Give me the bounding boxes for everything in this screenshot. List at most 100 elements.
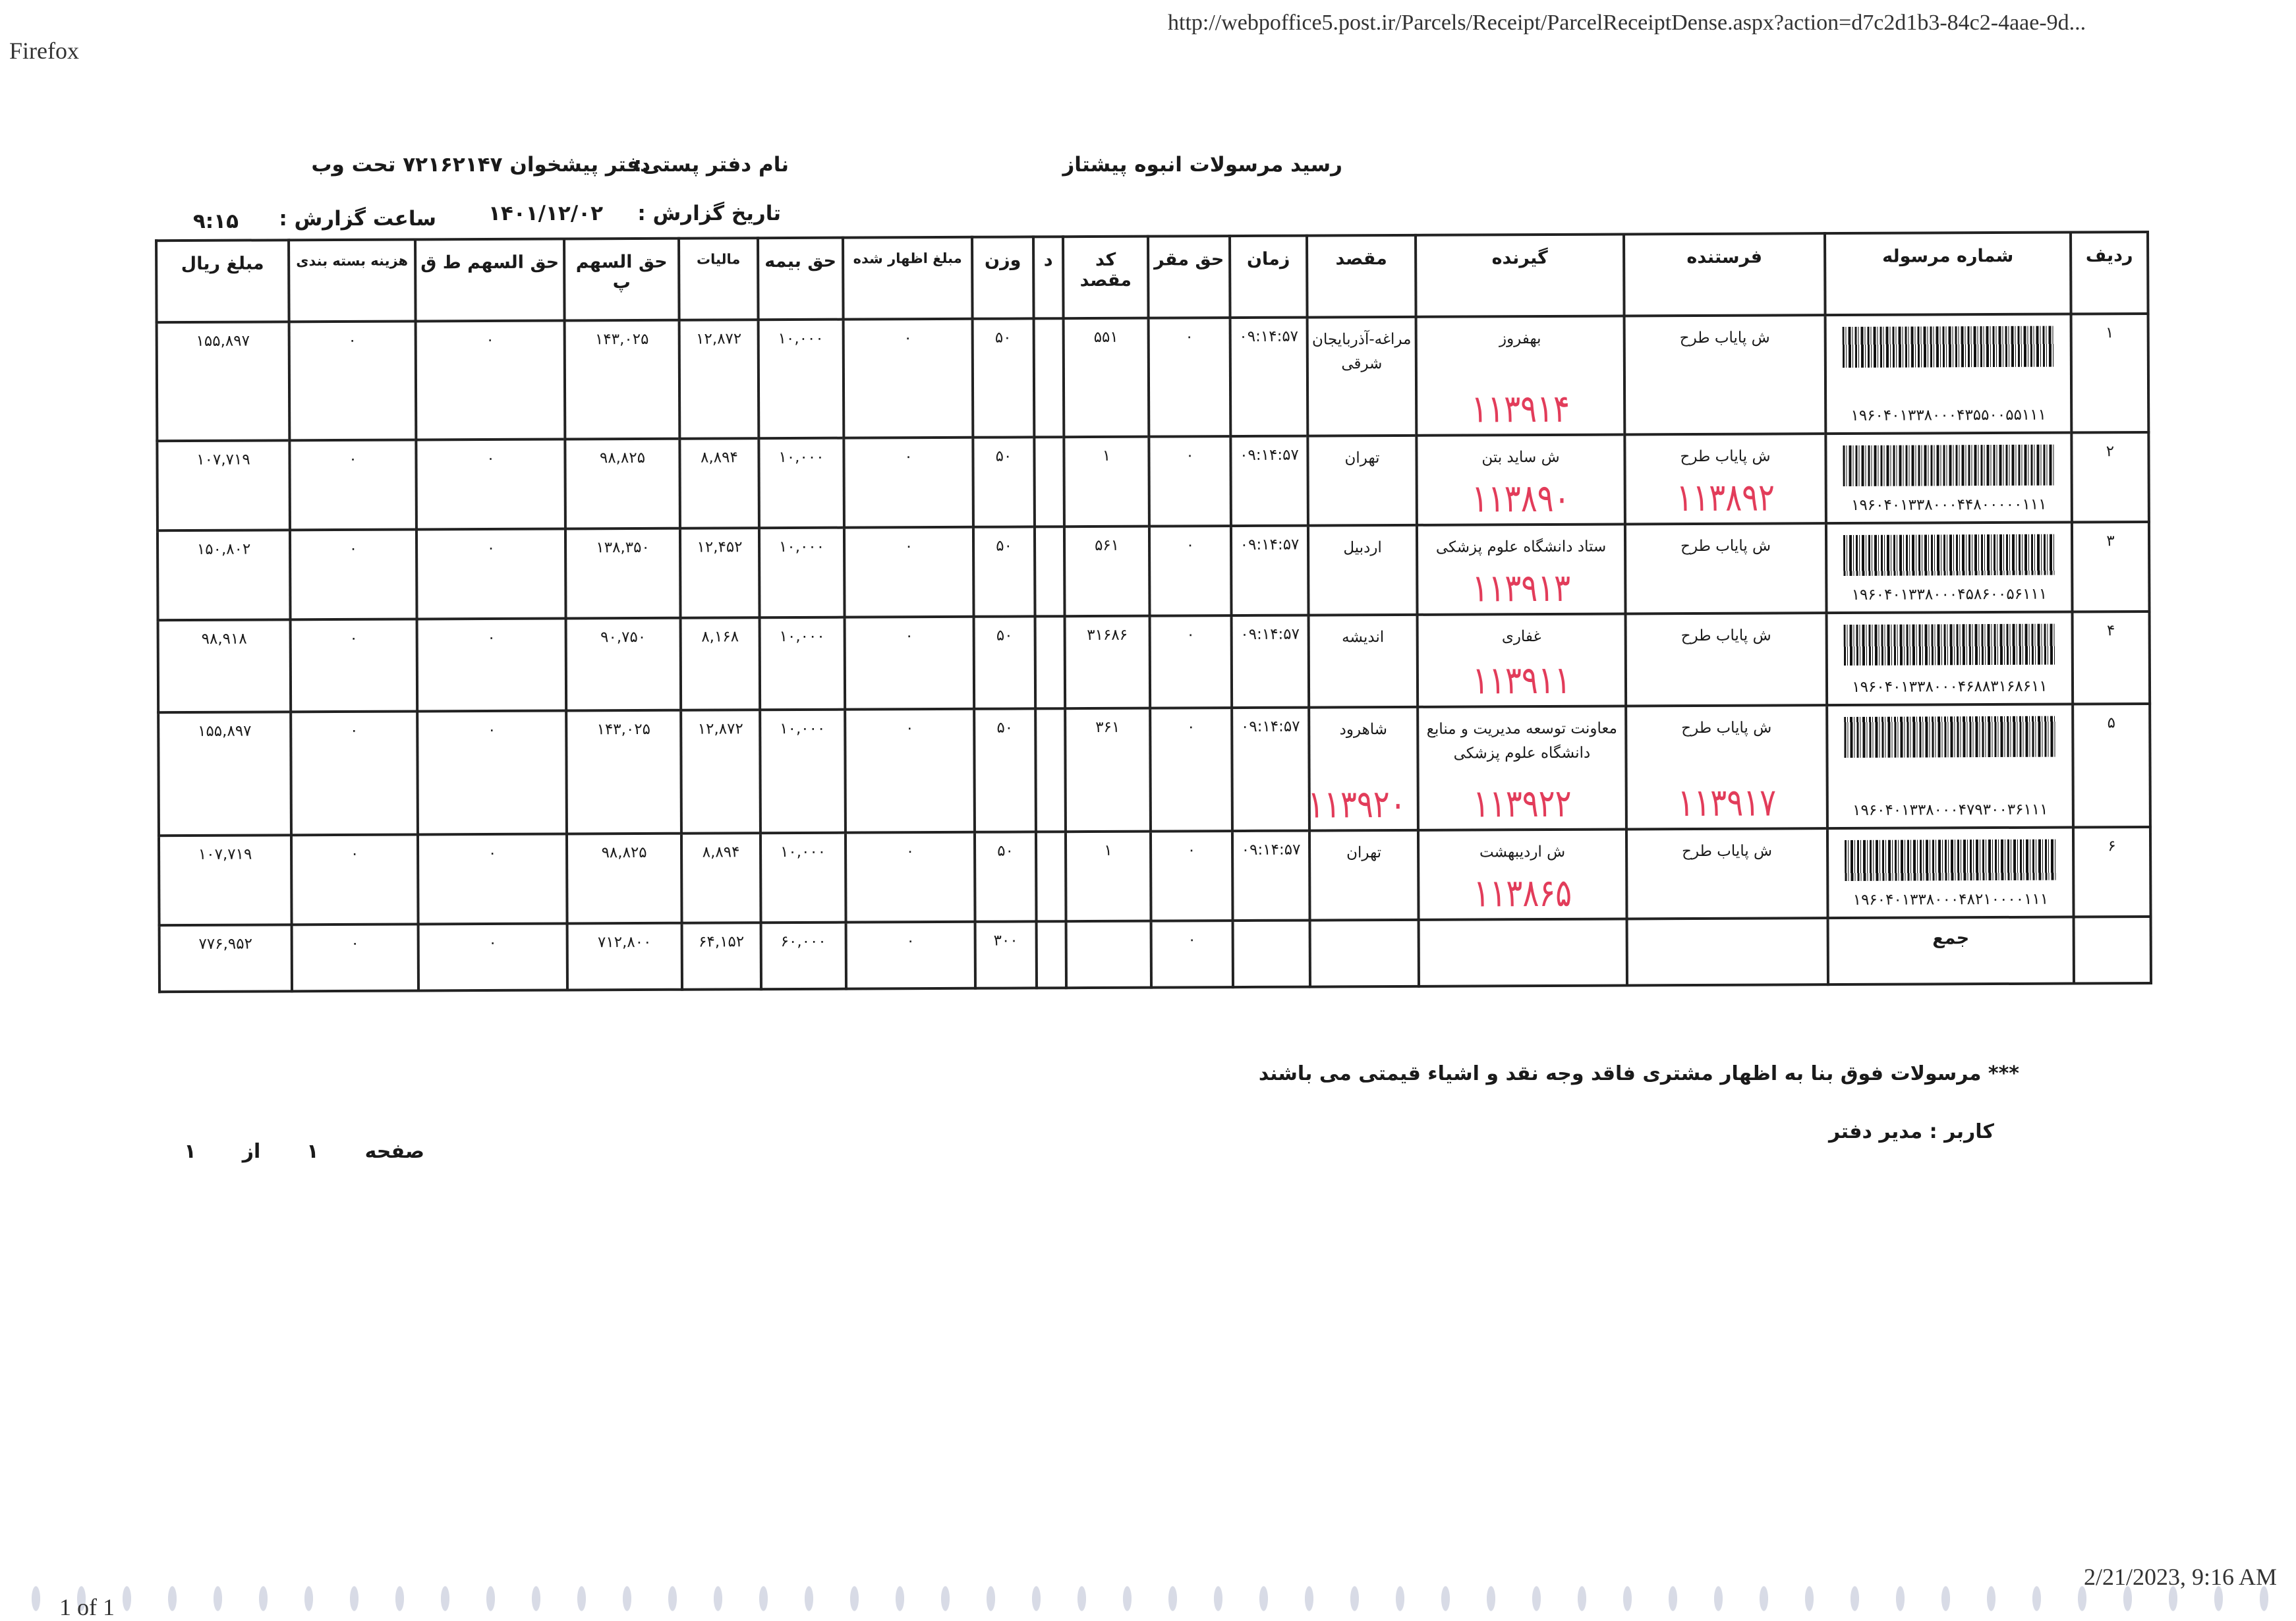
sender-handwritten-note: ۱۱۳۸۹۲ [1676,476,1775,520]
receiver-handwritten-note: ۱۱۳۹۱۳ [1472,566,1571,610]
col-time: زمان [1230,235,1307,318]
col-dest-code: کد مقصد [1063,236,1149,319]
cell-declared: ۰ [844,437,973,528]
parcel-number: ۱۹۶۰۴۰۱۳۳۸۰۰۰۴۵۸۶۰۰۵۶۱۱۱ [1851,585,2048,604]
cell-hq-fee: ۰ [1149,526,1232,616]
cell-packing: ۰ [289,321,416,441]
cell-packing: ۰ [290,619,418,712]
cell-row-no: ۵ [2073,704,2150,828]
cell-parcel-no: ۱۹۶۰۴۰۱۳۳۸۰۰۰۴۴۸۰۰۰۰۰۱۱۱ [1825,432,2072,524]
cell-weight: ۵۰ [973,437,1035,527]
cell-hq-fee: ۰ [1148,318,1231,437]
barcode [1843,444,2055,487]
total-row: جمع ۰ ۳۰۰ ۰ ۶۰,۰۰۰ ۶۴,۱۵۲ ۷۱۲,۸۰۰ ۰ ۰ ۷۷۶,۹۵۲ [159,916,2151,992]
cell-parcel-no: ۱۹۶۰۴۰۱۳۳۸۰۰۰۴۷۹۳۰۰۳۶۱۱۱ [1827,704,2073,829]
cell-tax: ۸,۸۹۴ [681,833,761,923]
cell-destination: اردبیل [1307,525,1418,615]
cell-declared: ۰ [844,616,975,710]
cell-destination: اندیشه [1308,614,1418,708]
cell-weight: ۵۰ [973,616,1036,709]
receiver-name: بهفروز [1499,330,1541,348]
cell-sender: ش پایاب طرح [1625,613,1827,706]
receiver-name: ش ساید بتن [1481,448,1560,467]
cell-parcel-no: ۱۹۶۰۴۰۱۳۳۸۰۰۰۴۸۲۱۰۰۰۰۱۱۱ [1827,827,2074,919]
table-row: ۱ ۱۹۶۰۴۰۱۳۳۸۰۰۰۴۳۵۵۰۰۵۵۱۱۱ ش پایاب طرح بهفر… [156,314,2149,441]
cell-d [1034,526,1065,617]
parcel-receipt-table: ردیف شماره مرسوله فرستنده گیرنده مقصد زم… [155,231,2152,993]
report-user: کاربر : مدیر دفتر [1828,1120,1994,1143]
cell-d [1034,437,1064,527]
cell-receiver: معاونت توسعه مدیریت و منابع دانشگاه علوم… [1418,706,1626,830]
cell-share-p: ۱۴۳,۰۲۵ [566,710,681,834]
time-label: ساعت گزارش : [279,207,436,231]
total-tax: ۶۴,۱۵۲ [681,923,762,990]
table-row: ۴ ۱۹۶۰۴۰۱۳۳۸۰۰۰۴۶۸۸۳۱۶۸۶۱۱ ش پایاب طرح غفار… [158,611,2150,713]
total-insurance: ۶۰,۰۰۰ [761,922,847,990]
cell-sender: ش پایاب طرح [1626,828,1828,919]
cell-tax: ۱۲,۸۷۲ [681,710,761,834]
cell-insurance: ۱۰,۰۰۰ [760,709,846,834]
cell-weight: ۵۰ [972,318,1035,438]
col-sender: فرستنده [1624,233,1825,316]
receiver-name: غفاری [1501,628,1541,646]
destination-name: اندیشه [1342,629,1385,646]
cell-destination: شاهرود ۱۱۳۹۲۰ [1309,706,1418,831]
destination-name: تهران [1344,449,1380,467]
total-hq-fee: ۰ [1151,921,1233,988]
cell-share-tq: ۰ [416,439,565,530]
col-hq-fee: حق مقر [1148,236,1230,318]
col-insurance: حق بیمه [758,237,844,320]
cell-weight: ۵۰ [974,708,1036,832]
cell-dest-code: ۵۶۱ [1064,526,1150,617]
cell-insurance: ۱۰,۰۰۰ [759,438,844,528]
barcode [1844,716,2056,758]
page-url: http://webpoffice5.post.ir/Parcels/Recei… [1168,11,2086,35]
cell-d [1035,616,1066,709]
page-number: ۱ [306,1140,319,1163]
print-page-count: 1 of 1 [59,1594,115,1620]
cell-amount: ۹۸,۹۱۸ [158,619,291,713]
sender-name: ش پایاب طرح [1679,329,1770,347]
sender-name: ش پایاب طرح [1680,537,1771,555]
receiver-handwritten-note: ۱۱۳۹۲۲ [1472,782,1572,826]
cell-receiver: ش اردیبهشت ۱۱۳۸۶۵ [1418,829,1627,920]
destination-name: تهران [1346,844,1382,862]
sender-handwritten-note: ۱۱۳۹۱۷ [1677,781,1777,825]
total-share-p: ۷۱۲,۸۰۰ [567,923,683,990]
cell-declared: ۰ [845,832,975,923]
cell-destination: تهران [1307,435,1417,526]
cell-amount: ۱۵۵,۸۹۷ [156,322,290,441]
col-receiver: گیرنده [1416,234,1624,317]
cell-amount: ۱۰۷,۷۱۹ [158,835,292,926]
table-header-row: ردیف شماره مرسوله فرستنده گیرنده مقصد زم… [156,232,2148,323]
total-declared: ۰ [846,921,975,989]
cell-parcel-no: ۱۹۶۰۴۰۱۳۳۸۰۰۰۴۵۸۶۰۰۵۶۱۱۱ [1825,522,2073,613]
cell-tax: ۱۲,۴۵۲ [679,528,760,618]
col-destination: مقصد [1307,235,1416,318]
cell-amount: ۱۵۰,۸۰۲ [157,530,291,621]
cell-row-no: ۶ [2073,827,2151,917]
cell-declared: ۰ [843,318,973,438]
cell-time: ۰۹:۱۴:۵۷ [1230,436,1308,526]
table-row: ۳ ۱۹۶۰۴۰۱۳۳۸۰۰۰۴۵۸۶۰۰۵۶۱۱۱ ش پایاب طرح ستاد… [157,522,2150,621]
col-share-tq: حق السهم ط ق [415,239,565,322]
cell-hq-fee: ۰ [1150,708,1232,832]
total-weight: ۳۰۰ [975,921,1037,988]
cell-dest-code: ۵۵۱ [1063,318,1149,438]
cell-share-tq: ۰ [417,834,567,924]
cell-sender: ش پایاب طرح ۱۱۳۸۹۲ [1624,434,1826,525]
sender-name: ش پایاب طرح [1681,719,1772,737]
cell-packing: ۰ [289,529,417,620]
cell-hq-fee: ۰ [1150,831,1233,921]
cell-time: ۰۹:۱۴:۵۷ [1230,525,1309,616]
print-datetime: 2/21/2023, 9:16 AM [2083,1564,2277,1590]
receiver-name: ستاد دانشگاه علوم پزشکی [1435,538,1607,556]
cell-receiver: ستاد دانشگاه علوم پزشکی ۱۱۳۹۱۳ [1416,524,1626,615]
cell-parcel-no: ۱۹۶۰۴۰۱۳۳۸۰۰۰۴۶۸۸۳۱۶۸۶۱۱ [1826,611,2073,706]
col-parcel-no: شماره مرسوله [1825,232,2071,316]
cell-amount: ۱۵۵,۸۹۷ [158,712,291,836]
cell-hq-fee: ۰ [1149,615,1232,708]
report-date: ۱۴۰۱/۱۲/۰۲ [488,202,603,225]
barcode [1842,326,2054,368]
cell-row-no: ۳ [2071,522,2150,612]
